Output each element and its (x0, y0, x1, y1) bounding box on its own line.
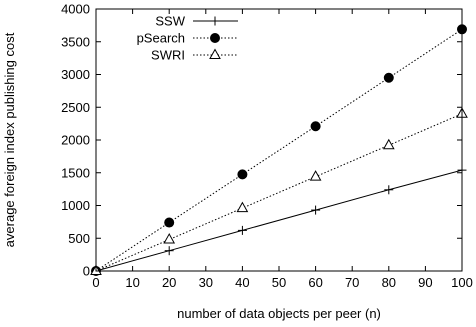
plot-area-frame (95, 8, 463, 272)
series-psearch (91, 24, 467, 276)
y-tick-label: 0 (83, 264, 90, 279)
data-point-swri (163, 233, 176, 244)
x-axis-label: number of data objects per peer (n) (177, 306, 381, 321)
series-line-swri (95, 113, 463, 272)
legend-label-ssw: SSW (155, 14, 185, 29)
x-tick-label: 100 (451, 275, 473, 290)
x-tick-label: 10 (125, 275, 139, 290)
y-axis-label: average foreign index publishing cost (2, 32, 17, 247)
legend-item-ssw: SSW (155, 14, 238, 29)
x-tick-label: 80 (382, 275, 396, 290)
data-point-ssw (237, 225, 247, 235)
data-point-swri (382, 138, 395, 150)
data-point-ssw (311, 205, 321, 215)
series-group (90, 24, 468, 276)
series-line-psearch (95, 28, 463, 272)
data-point-ssw (384, 185, 394, 195)
x-tick-label: 40 (235, 275, 249, 290)
x-tick-label: 20 (162, 275, 176, 290)
data-point-psearch (237, 169, 248, 180)
y-tick-label: 2000 (61, 133, 90, 148)
legend-label-swri: SWRI (151, 48, 185, 63)
y-tick-label: 4000 (61, 2, 90, 17)
legend-item-swri: SWRI (151, 48, 238, 63)
series-swri (90, 107, 468, 275)
legend: SSW pSearch SWRI (137, 14, 238, 63)
x-tick-label: 30 (199, 275, 213, 290)
x-tick-label: 0 (92, 275, 99, 290)
x-tick-label: 50 (272, 275, 286, 290)
legend-marker-swri (209, 48, 221, 59)
data-point-swri (309, 170, 322, 181)
legend-marker-psearch (210, 33, 220, 43)
y-tick-label: 500 (68, 231, 90, 246)
series-ssw (91, 165, 467, 276)
x-tick-label: 90 (418, 275, 432, 290)
y-tick-label: 1000 (61, 198, 90, 213)
y-tick-label: 3500 (61, 34, 90, 49)
y-tick-label: 3000 (61, 67, 90, 82)
legend-marker-ssw (210, 16, 220, 26)
data-point-psearch (383, 72, 394, 83)
data-point-psearch (164, 217, 175, 228)
x-tick-label: 70 (345, 275, 359, 290)
series-line-ssw (95, 169, 463, 272)
y-tick-label: 2500 (61, 100, 90, 115)
legend-item-psearch: pSearch (137, 31, 238, 46)
data-point-psearch (310, 121, 321, 132)
data-point-ssw (164, 246, 174, 256)
legend-label-psearch: pSearch (137, 31, 185, 46)
y-tick-label: 1500 (61, 165, 90, 180)
axis-ticks-group: 0 10 20 30 40 50 60 70 80 90 100050010001500200025… (61, 2, 473, 291)
data-point-swri (236, 201, 249, 213)
x-tick-label: 60 (308, 275, 322, 290)
